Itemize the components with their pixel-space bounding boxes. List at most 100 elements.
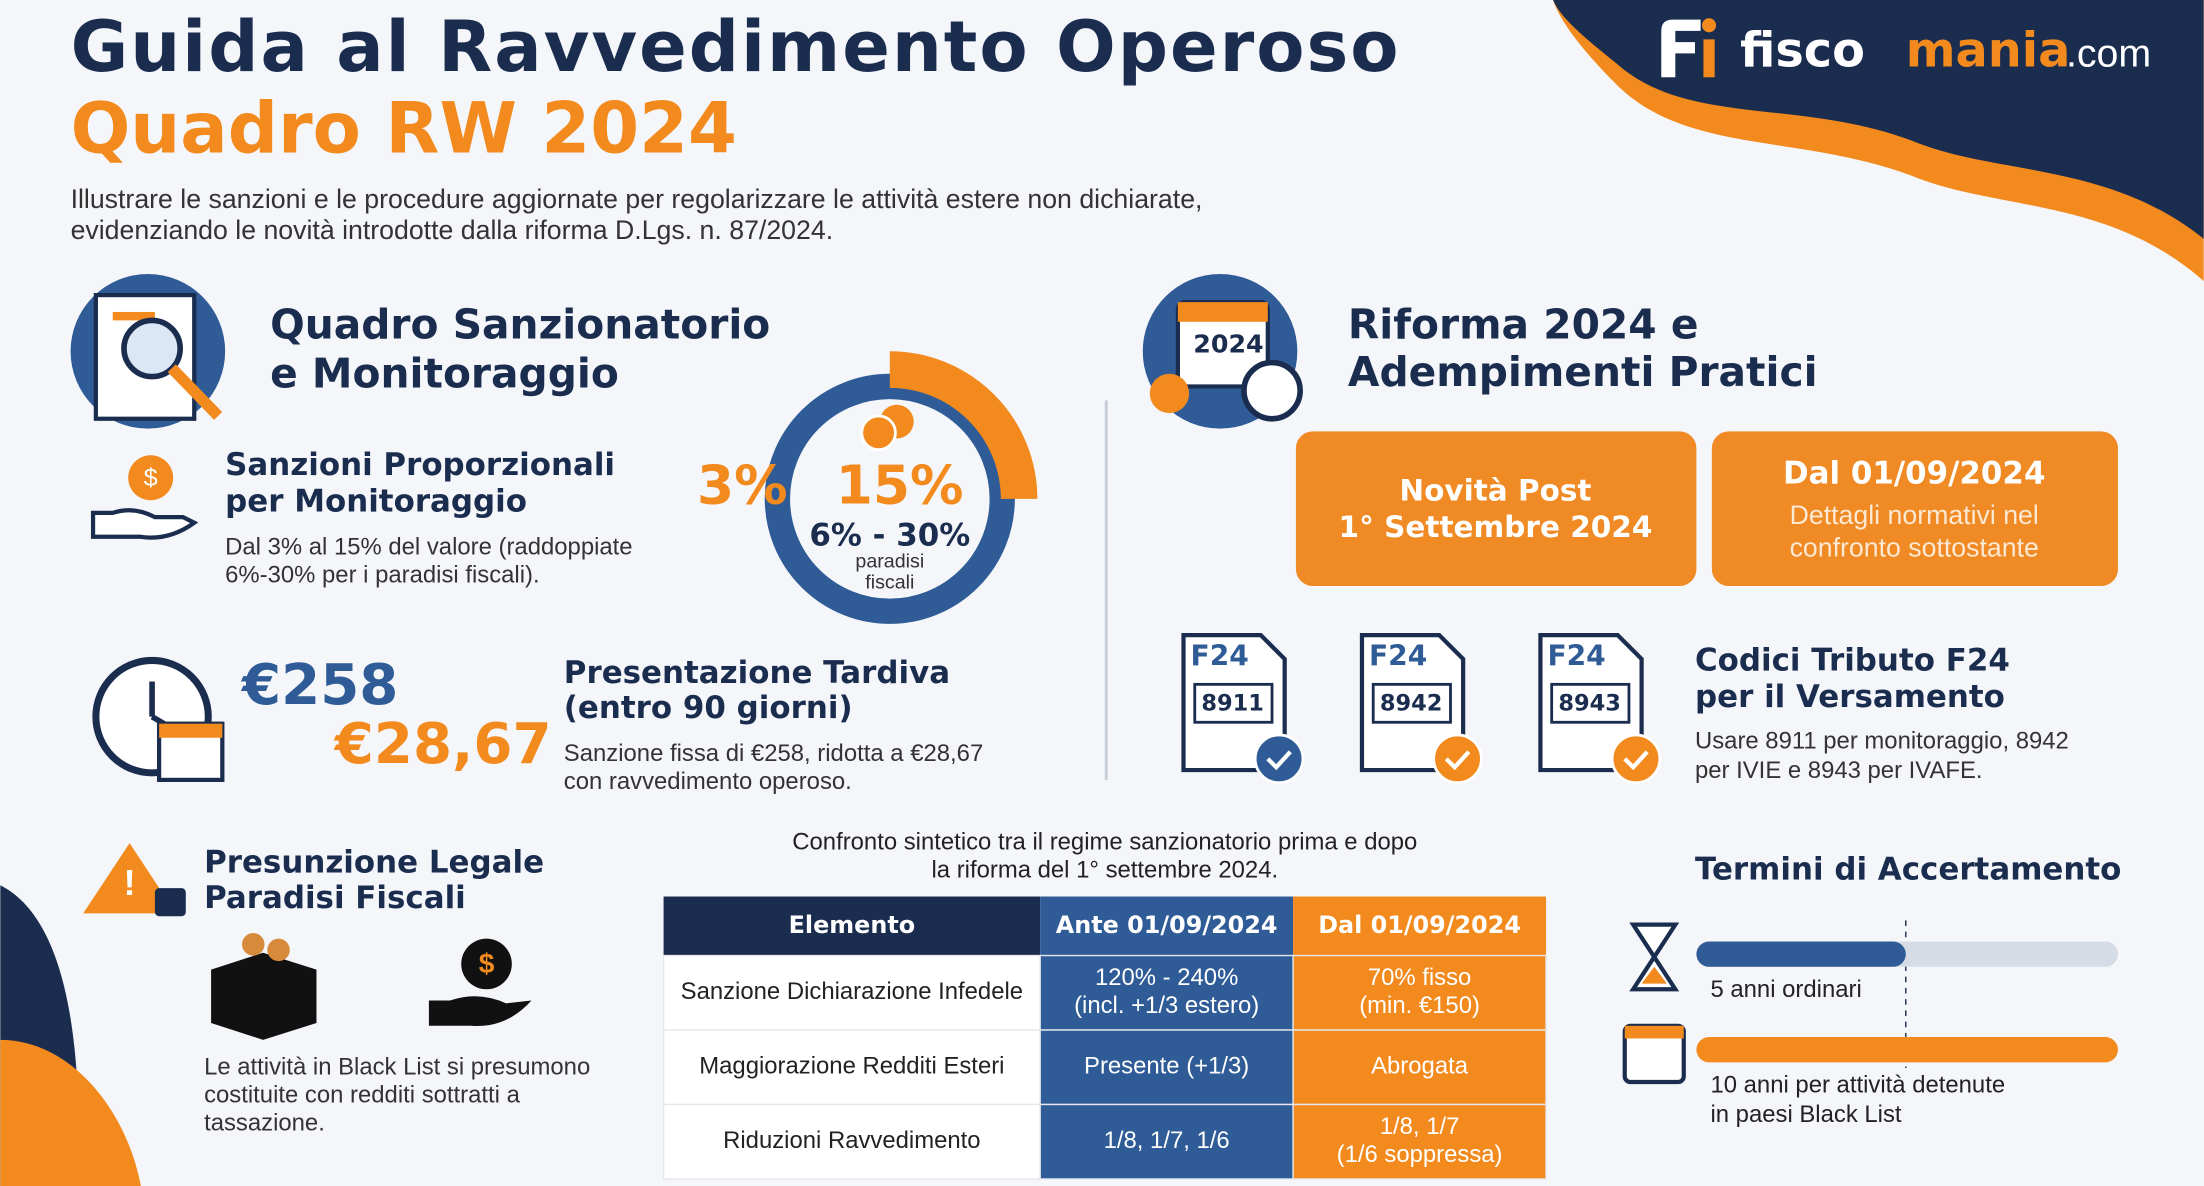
header-cell — [1293, 896, 1547, 956]
calendar-icon — [1622, 1023, 1686, 1085]
term-label: 5 anni ordinari — [1710, 976, 1861, 1003]
column-header: Dal 01/09/2024 — [1318, 911, 1521, 939]
section-title: Riforma 2024 e — [1348, 300, 1699, 348]
header-cell — [1040, 896, 1294, 956]
item-title: Presentazione Tardiva — [564, 655, 950, 691]
cell-text: Maggiorazione Redditi Esteri — [699, 1053, 1004, 1080]
code-box — [1371, 682, 1452, 724]
code: 8942 — [1380, 691, 1443, 717]
item-text: Dal 3% al 15% del valore (raddoppiate — [225, 533, 632, 560]
cell-text: (incl. +1/3 estero) — [1074, 992, 1259, 1019]
title: Guida al Ravvedimento Operoso — [71, 6, 1399, 88]
card-text: 1° Settembre 2024 — [1339, 510, 1653, 544]
table-cell — [1292, 954, 1547, 1031]
check-mark — [1623, 750, 1649, 771]
item-title: Sanzioni Proporzionali — [225, 447, 615, 483]
header-cell — [663, 896, 1041, 956]
coins-icon — [860, 404, 914, 452]
bar — [1696, 1037, 2118, 1063]
section-title: Adempimenti Pratici — [1348, 348, 1818, 396]
item-text: tassazione. — [204, 1109, 325, 1136]
subtitle: Quadro RW 2024 — [71, 88, 737, 170]
logo-text: fisco — [1740, 23, 1865, 78]
caption: Confronto sintetico tra il regime sanzio… — [792, 828, 1417, 855]
check-icon — [1432, 733, 1483, 785]
table-cell — [1292, 1103, 1547, 1180]
cell-text: (min. €150) — [1359, 992, 1480, 1019]
check-icon — [1610, 733, 1662, 785]
hourglass-icon — [1629, 922, 1680, 992]
warning-icon: ! — [83, 843, 186, 917]
amount: €258 — [240, 653, 398, 718]
item-title: Codici Tributo F24 — [1695, 642, 2010, 678]
card-title: Dal 01/09/2024 — [1783, 455, 2045, 491]
item-text: con ravvedimento operoso. — [564, 768, 852, 795]
column-header: Elemento — [789, 911, 916, 939]
item-text: Le attività in Black List si presumono — [204, 1053, 590, 1080]
box-icon — [211, 933, 317, 1040]
donut-label: 6% - 30% — [809, 517, 970, 553]
item-text: Sanzione fissa di €258, ridotta a €28,67 — [564, 740, 983, 767]
cell-text: Presente (+1/3) — [1084, 1053, 1249, 1080]
bar — [1696, 941, 1906, 967]
table-cell — [1292, 1029, 1547, 1106]
card-text: Novità Post — [1399, 473, 1591, 507]
item-text: 6%-30% per i paradisi fiscali). — [225, 561, 539, 588]
item-text: Usare 8911 per monitoraggio, 8942 — [1695, 727, 2069, 754]
donut-arc — [889, 351, 1038, 500]
code: 8911 — [1201, 691, 1264, 717]
term-label: in paesi Black List — [1710, 1101, 1901, 1128]
check-mark — [1444, 750, 1471, 771]
description: evidenziando le novità introdotte dalla … — [71, 215, 834, 245]
cell-text: Abrogata — [1371, 1053, 1469, 1080]
badge: 2024 — [1193, 330, 1263, 359]
calendar-icon — [1149, 300, 1303, 422]
item-text: costituite con redditi sottratti a — [204, 1081, 521, 1108]
section-title: e Monitoraggio — [270, 350, 619, 398]
check-mark — [1266, 750, 1292, 771]
logo-icon — [1661, 18, 1717, 78]
cell-text: 1/8, 1/7 — [1380, 1113, 1460, 1140]
hand-coin-icon: $ — [428, 938, 532, 1027]
amount: €28,67 — [333, 712, 552, 777]
doc-label: F24 — [1191, 640, 1249, 673]
doc-label: F24 — [1369, 640, 1427, 673]
cell-text: 120% - 240% — [1095, 964, 1238, 991]
item-title: Paradisi Fiscali — [204, 880, 466, 916]
item-title: Presunzione Legale — [204, 845, 544, 881]
corner-wave — [0, 1039, 141, 1186]
svg-text:$: $ — [479, 948, 495, 979]
check-icon — [1253, 733, 1305, 785]
code-box — [1550, 682, 1631, 724]
card — [1295, 431, 1697, 586]
item-title: per il Versamento — [1695, 679, 2005, 715]
clock-icon — [92, 656, 225, 783]
cell-text: Riduzioni Ravvedimento — [723, 1127, 980, 1154]
term-label: 10 anni per attività detenute — [1710, 1072, 2005, 1099]
donut-note: fiscali — [865, 571, 914, 593]
cell-text: Sanzione Dichiarazione Infedele — [681, 978, 1023, 1005]
section-title: Quadro Sanzionatorio — [270, 300, 770, 348]
svg-text:!: ! — [124, 862, 136, 903]
code-box — [1193, 682, 1274, 724]
doc-label: F24 — [1547, 640, 1605, 673]
hand-coin-icon: $ — [90, 455, 199, 540]
code: 8943 — [1558, 691, 1621, 717]
svg-text:$: $ — [144, 464, 158, 492]
item-text: per IVIE e 8943 per IVAFE. — [1695, 757, 1983, 784]
column-header: Ante 01/09/2024 — [1056, 911, 1278, 939]
logo-text: mania — [1906, 23, 2071, 78]
cell-text: 70% fisso — [1368, 964, 1472, 991]
item-title: per Monitoraggio — [225, 484, 527, 520]
logo-text: .com — [2066, 32, 2151, 76]
table-cell — [662, 1103, 1041, 1180]
table-cell — [662, 1029, 1041, 1106]
description: Illustrare le sanzioni e le procedure ag… — [71, 184, 1203, 214]
donut-label: 3% — [697, 454, 788, 517]
document-icon — [93, 292, 223, 421]
card-text: confronto sottostante — [1790, 532, 2039, 562]
item-title: (entro 90 giorni) — [564, 690, 853, 726]
donut-note: paradisi — [855, 550, 924, 572]
